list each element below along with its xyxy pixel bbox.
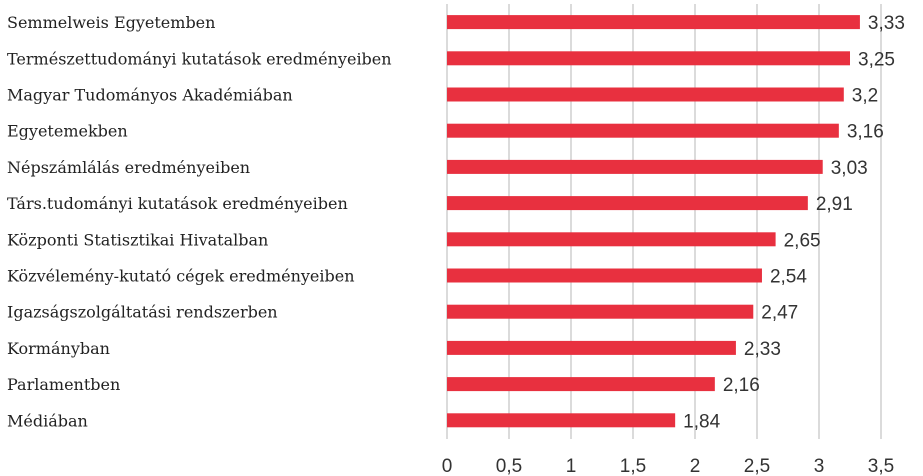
- bars: [447, 15, 860, 428]
- bar: [447, 87, 844, 102]
- bar: [447, 159, 823, 174]
- category-label: Médiában: [7, 411, 88, 430]
- bar: [447, 196, 808, 211]
- data-label: 3,2: [852, 86, 878, 107]
- category-label: Magyar Tudományos Akadémiában: [7, 86, 293, 105]
- x-tick-label: 2: [690, 456, 701, 476]
- data-label: 3,33: [868, 13, 905, 34]
- data-label: 2,65: [784, 230, 821, 251]
- bar: [447, 304, 754, 319]
- data-label: 3,16: [847, 122, 884, 143]
- x-tick-label: 0,5: [496, 456, 522, 476]
- bar: [447, 15, 860, 30]
- bar: [447, 377, 715, 392]
- data-label: 3,25: [858, 49, 895, 70]
- category-label: Semmelweis Egyetemben: [7, 13, 215, 32]
- x-tick-label: 2,5: [744, 456, 770, 476]
- bar: [447, 51, 850, 66]
- x-tick-label: 0: [442, 456, 453, 476]
- data-label: 2,16: [723, 375, 760, 396]
- x-tick-label: 1,5: [620, 456, 646, 476]
- data-label: 2,91: [816, 194, 853, 215]
- x-axis-tick-labels: 0 0,5 1 1,5 2 2,5 3 3,5: [442, 456, 895, 476]
- bar: [447, 123, 839, 138]
- category-label: Közvélemény-kutató cégek eredményeiben: [7, 267, 355, 286]
- data-label: 2,47: [761, 303, 798, 324]
- data-label: 2,54: [770, 267, 807, 288]
- x-tick-label: 3: [814, 456, 825, 476]
- data-label: 3,03: [831, 158, 868, 179]
- gridlines: [446, 4, 882, 439]
- category-label: Egyetemekben: [7, 122, 128, 141]
- value-labels: 3,33 3,25 3,2 3,16 3,03 2,91 2,65 2,54 2,47 2,33 2…: [683, 13, 905, 432]
- category-label: Központi Statisztikai Hivatalban: [7, 230, 268, 249]
- bar: [447, 413, 676, 428]
- category-label: Társ.tudományi kutatások eredményeiben: [7, 194, 348, 213]
- bar: [447, 268, 762, 283]
- x-tick-label: 3,5: [868, 456, 894, 476]
- category-labels: Semmelweis Egyetemben Természettudományi …: [7, 13, 392, 430]
- category-label: Természettudományi kutatások eredményeib…: [7, 49, 392, 68]
- bar: [447, 232, 776, 247]
- category-label: Népszámlálás eredményeiben: [7, 158, 250, 177]
- data-label: 1,84: [683, 411, 720, 432]
- data-label: 2,33: [744, 339, 781, 360]
- category-label: Parlamentben: [7, 375, 120, 394]
- bar: [447, 340, 736, 355]
- x-tick-label: 1: [566, 456, 577, 476]
- category-label: Kormányban: [7, 339, 110, 358]
- category-label: Igazságszolgáltatási rendszerben: [7, 303, 278, 322]
